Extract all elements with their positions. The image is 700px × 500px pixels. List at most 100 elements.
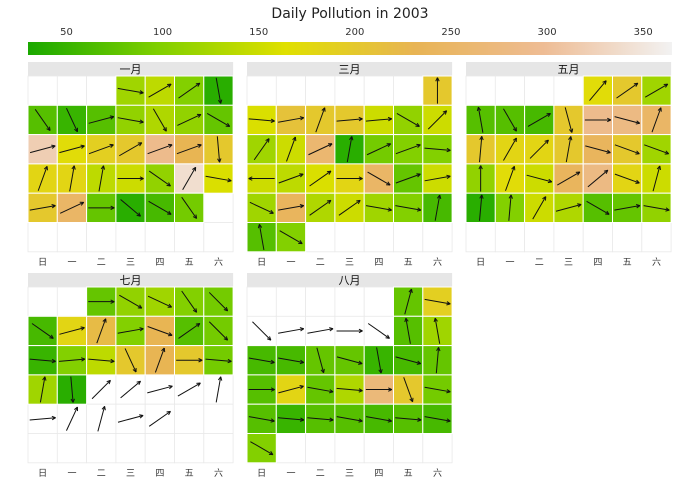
wind-arrow xyxy=(614,204,641,211)
colorbar-tick-label: 100 xyxy=(153,27,172,38)
wind-arrow xyxy=(505,165,516,191)
wind-arrow xyxy=(585,145,611,154)
wind-arrow xyxy=(117,117,144,124)
grid-cell xyxy=(246,286,277,317)
wind-arrow xyxy=(309,170,332,187)
wind-arrow xyxy=(248,176,275,181)
wind-arrow xyxy=(424,147,451,153)
wind-arrow xyxy=(396,113,420,127)
weekday-label: 一 xyxy=(286,469,295,479)
day-cell xyxy=(144,345,175,376)
grid-cell xyxy=(203,433,234,464)
wind-arrow xyxy=(651,107,662,133)
weekday-label: 三 xyxy=(345,258,354,268)
weekday-label: 二 xyxy=(97,258,106,268)
grid-cell xyxy=(363,222,394,253)
colorbar-tick-label: 200 xyxy=(345,27,364,38)
weekday-label: 三 xyxy=(126,469,135,479)
wind-arrow xyxy=(365,387,393,392)
wind-arrow xyxy=(365,205,392,212)
wind-arrow xyxy=(278,204,305,211)
wind-arrow xyxy=(424,416,451,423)
grid-cell xyxy=(144,433,175,464)
weekday-label: 五 xyxy=(623,258,632,268)
weekday-label: 六 xyxy=(214,467,223,479)
wind-arrow xyxy=(88,358,115,364)
grid-cell xyxy=(115,222,146,253)
wind-arrow xyxy=(565,136,573,163)
grid-cell xyxy=(305,75,336,106)
weekday-label: 四 xyxy=(593,258,602,268)
grid-cell xyxy=(465,75,496,106)
wind-arrow xyxy=(395,173,421,184)
wind-arrow xyxy=(338,199,361,216)
weekday-label: 二 xyxy=(316,258,325,268)
wind-arrow xyxy=(367,323,390,339)
grid-cell xyxy=(174,433,205,464)
grid-cell xyxy=(86,222,117,253)
grid-cell xyxy=(465,222,496,253)
wind-arrow xyxy=(433,317,441,344)
weekday-label: 日 xyxy=(257,257,266,268)
wind-arrow xyxy=(367,171,391,186)
wind-arrow xyxy=(208,321,229,341)
wind-arrow xyxy=(206,113,231,127)
grid-cell xyxy=(144,222,175,253)
month-panel: 三月日 一 二 三 四 五 六 xyxy=(246,62,453,268)
grid-cell xyxy=(246,75,277,106)
wind-arrow xyxy=(59,201,85,214)
wind-arrow xyxy=(564,107,574,133)
wind-arrow xyxy=(307,386,334,394)
wind-arrow xyxy=(616,82,639,99)
wind-arrow xyxy=(253,138,270,161)
grid-cell xyxy=(27,222,58,253)
wind-arrow xyxy=(589,80,607,101)
weekday-label: 二 xyxy=(97,469,106,479)
month-panel: 一月日 一 二 三 四 五 六 xyxy=(27,62,234,268)
grid-cell xyxy=(582,222,613,253)
wind-arrow xyxy=(286,136,297,162)
wind-arrow xyxy=(307,327,334,334)
weekday-label: 四 xyxy=(374,469,383,479)
wind-arrow xyxy=(181,196,198,219)
wind-arrow xyxy=(148,410,171,427)
wind-arrow xyxy=(37,165,48,191)
wind-arrow xyxy=(336,416,363,423)
wind-arrow xyxy=(404,317,411,344)
wind-arrow xyxy=(278,116,305,123)
weekday-label: 一 xyxy=(67,469,76,479)
wind-arrow xyxy=(434,194,442,221)
panel-month-label: 五月 xyxy=(558,63,580,76)
grid-cell xyxy=(56,75,87,106)
wind-arrow xyxy=(250,441,274,456)
grid-cell xyxy=(334,286,365,317)
wind-arrow xyxy=(503,108,517,132)
wind-arrow xyxy=(395,143,421,155)
grid-cell xyxy=(334,222,365,253)
wind-arrow xyxy=(395,356,422,365)
wind-arrow xyxy=(479,136,484,163)
wind-arrow xyxy=(152,108,167,132)
wind-arrow xyxy=(88,143,114,155)
wind-arrow xyxy=(148,83,172,98)
wind-arrow xyxy=(587,169,609,188)
grid-cell xyxy=(86,75,117,106)
grid-cell xyxy=(334,433,365,464)
wind-arrow xyxy=(366,143,392,156)
wind-arrow xyxy=(215,77,223,104)
wind-arrow xyxy=(427,110,448,130)
grid-cell xyxy=(275,286,306,317)
wind-arrow xyxy=(249,201,274,214)
wind-arrow xyxy=(124,348,137,373)
wind-arrow xyxy=(435,347,441,374)
grid-cell xyxy=(144,403,175,434)
grid-cell xyxy=(494,222,525,253)
grid-cell xyxy=(553,222,584,253)
wind-arrow xyxy=(278,357,305,365)
wind-arrow xyxy=(117,176,144,181)
grid-cell xyxy=(56,433,87,464)
wind-arrow xyxy=(424,386,451,394)
month-panel: 八月日 一 二 三 四 五 六 xyxy=(246,273,453,479)
wind-arrow xyxy=(277,417,305,422)
weekday-label: 三 xyxy=(345,469,354,479)
